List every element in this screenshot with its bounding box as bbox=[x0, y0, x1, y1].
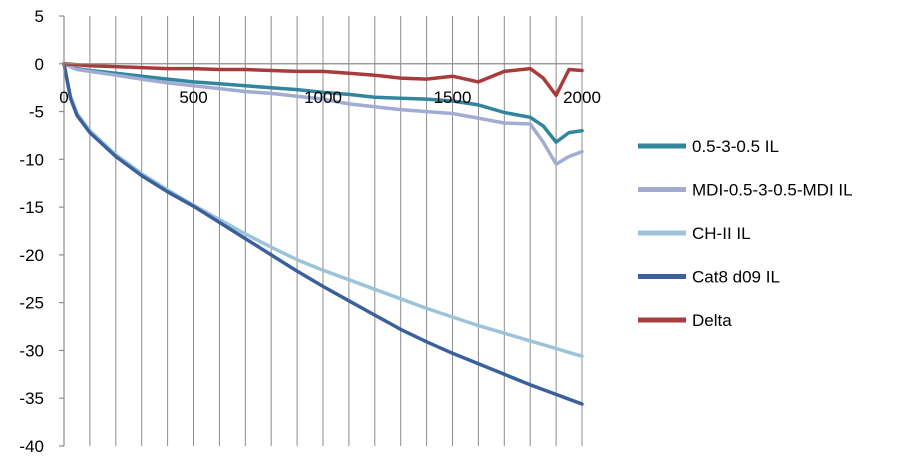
x-tick-label: 0 bbox=[59, 88, 68, 107]
y-tick-label: -5 bbox=[29, 103, 44, 122]
legend-label: CH-II IL bbox=[692, 224, 751, 243]
y-tick-label: -10 bbox=[19, 150, 44, 169]
legend-item: CH-II IL bbox=[638, 224, 751, 243]
x-tick-label: 1500 bbox=[434, 88, 472, 107]
axes bbox=[59, 15, 582, 447]
x-axis-tick-labels: 0 500 1000 1500 2000 bbox=[59, 88, 601, 107]
y-axis-tick-labels: 5 0 -5 -10 -15 -20 -25 -30 -35 -40 bbox=[19, 7, 44, 456]
legend-label: Delta bbox=[692, 311, 732, 330]
series-line bbox=[62, 62, 584, 166]
x-tick-label: 1000 bbox=[304, 88, 342, 107]
y-tick-label: -15 bbox=[19, 198, 44, 217]
legend-label: MDI-0.5-3-0.5-MDI IL bbox=[692, 181, 853, 200]
legend-label: Cat8 d09 IL bbox=[692, 268, 780, 287]
legend-label: 0.5-3-0.5 IL bbox=[692, 137, 779, 156]
y-tick-label: -40 bbox=[19, 437, 44, 456]
y-tick-label: -20 bbox=[19, 246, 44, 265]
y-tick-label: 5 bbox=[35, 7, 44, 26]
legend-item: MDI-0.5-3-0.5-MDI IL bbox=[638, 181, 853, 200]
y-tick-label: -35 bbox=[19, 389, 44, 408]
x-tick-label: 2000 bbox=[563, 88, 601, 107]
series-line bbox=[62, 62, 584, 144]
legend-item: Cat8 d09 IL bbox=[638, 268, 780, 287]
legend-item: 0.5-3-0.5 IL bbox=[638, 137, 779, 156]
legend-item: Delta bbox=[638, 311, 732, 330]
x-tick-label: 500 bbox=[179, 88, 207, 107]
series-lines bbox=[62, 62, 584, 406]
grid-lines bbox=[89, 16, 583, 446]
y-tick-label: -30 bbox=[19, 341, 44, 360]
y-tick-label: -25 bbox=[19, 294, 44, 313]
legend: 0.5-3-0.5 IL MDI-0.5-3-0.5-MDI IL CH-II IL… bbox=[638, 137, 853, 330]
series-line bbox=[62, 62, 584, 98]
y-tick-label: 0 bbox=[35, 55, 44, 74]
series-line bbox=[62, 62, 584, 406]
